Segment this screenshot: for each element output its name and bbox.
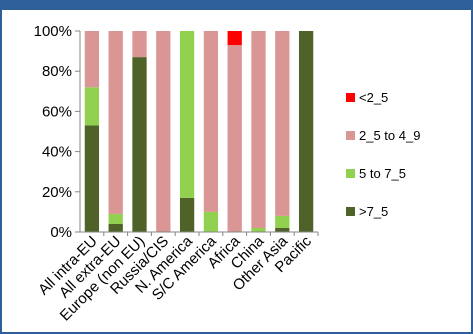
- bar-segment: [203, 31, 219, 212]
- bars: [84, 31, 314, 232]
- legend: <2_5 2_5 to 4_9 5 to 7_5 >7_5: [346, 90, 420, 219]
- y-tick-label: 0%: [50, 224, 72, 241]
- bar-segment: [251, 227, 266, 232]
- bar-segment: [132, 57, 147, 232]
- bar-segment: [108, 31, 123, 214]
- bar-segment: [179, 197, 195, 232]
- bar-segment: [275, 227, 290, 232]
- y-tick-label: 100%: [34, 23, 72, 40]
- bar-segment: [251, 31, 266, 228]
- legend-label: <2_5: [359, 90, 388, 105]
- y-tick-label: 40%: [42, 144, 72, 161]
- bar-segment: [108, 223, 123, 232]
- bar-segment: [298, 31, 314, 232]
- y-tick-label: 60%: [42, 103, 72, 120]
- bar-segment: [84, 31, 100, 88]
- y-tick-label: 80%: [42, 63, 72, 80]
- bar-segment: [227, 45, 242, 232]
- bar-segment: [84, 125, 100, 232]
- legend-label: >7_5: [359, 204, 388, 219]
- legend-label: 2_5 to 4_9: [359, 128, 420, 143]
- y-axis: 0% 20% 40% 60% 80% 100%: [34, 23, 81, 241]
- y-tick-label: 20%: [42, 184, 72, 201]
- bar-segment: [275, 215, 290, 228]
- legend-swatch: [346, 207, 355, 216]
- bar-segment: [132, 31, 147, 58]
- legend-swatch: [346, 131, 355, 140]
- bar-segment: [227, 31, 242, 46]
- legend-swatch: [346, 169, 355, 178]
- bar-segment: [203, 211, 219, 232]
- window-title-bar: [2, 2, 471, 10]
- bar-segment: [179, 31, 195, 198]
- bar-segment: [108, 213, 123, 224]
- bar-segment: [275, 31, 290, 216]
- legend-swatch: [346, 93, 355, 102]
- bar-segment: [84, 87, 100, 126]
- legend-label: 5 to 7_5: [359, 166, 406, 181]
- bar-segment: [156, 31, 171, 232]
